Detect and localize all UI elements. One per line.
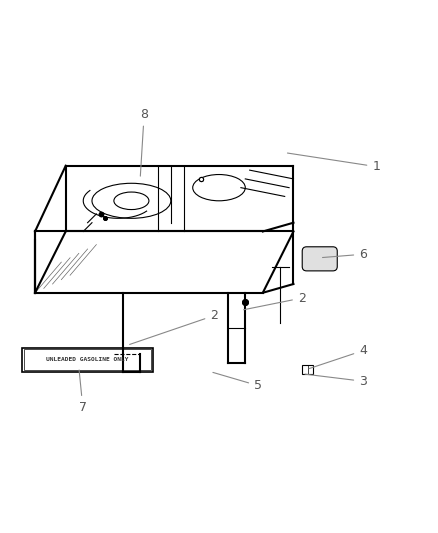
Text: 7: 7 xyxy=(79,370,87,414)
FancyBboxPatch shape xyxy=(302,247,337,271)
FancyBboxPatch shape xyxy=(22,348,153,372)
Text: 1: 1 xyxy=(287,153,380,173)
Text: 4: 4 xyxy=(309,344,367,368)
Text: 8: 8 xyxy=(140,108,148,176)
Text: 6: 6 xyxy=(322,248,367,261)
FancyBboxPatch shape xyxy=(24,349,151,370)
Text: 2: 2 xyxy=(130,309,218,344)
Text: 2: 2 xyxy=(244,292,306,310)
Text: UNLEADED GASOLINE ONLY: UNLEADED GASOLINE ONLY xyxy=(46,357,129,362)
Text: 3: 3 xyxy=(305,374,367,388)
FancyBboxPatch shape xyxy=(302,365,313,374)
Text: 5: 5 xyxy=(213,373,262,392)
